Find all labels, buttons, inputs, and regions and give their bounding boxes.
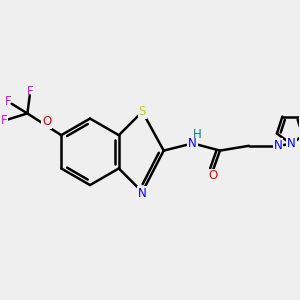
Text: F: F bbox=[1, 114, 7, 127]
Text: N: N bbox=[274, 139, 282, 152]
Text: S: S bbox=[139, 105, 146, 118]
Text: F: F bbox=[5, 95, 11, 108]
Text: O: O bbox=[208, 169, 217, 182]
Text: N: N bbox=[287, 137, 296, 151]
Text: N: N bbox=[138, 187, 147, 200]
Text: F: F bbox=[26, 85, 33, 98]
Text: N: N bbox=[188, 137, 197, 150]
Text: H: H bbox=[193, 128, 202, 141]
Text: O: O bbox=[42, 116, 51, 128]
